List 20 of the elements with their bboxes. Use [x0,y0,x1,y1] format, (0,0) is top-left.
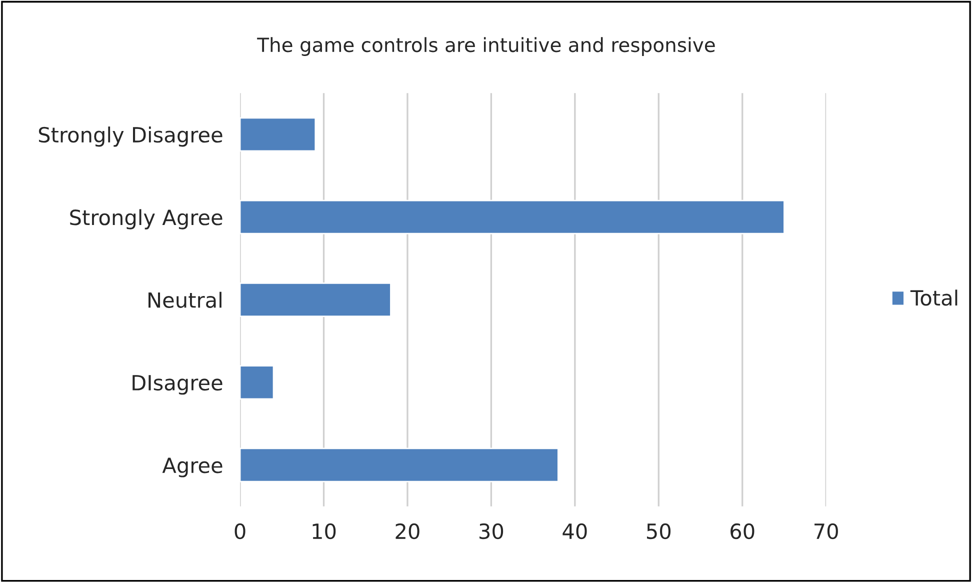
bar [240,365,274,400]
bar [240,200,785,234]
y-tick-label: DIsagree [132,375,222,395]
x-tick-label: 10 [312,523,336,540]
bar [240,282,392,317]
legend-label: Total [910,290,958,306]
y-tick-label: Strongly Disagree [38,126,222,147]
chart-title: The game controls are intuitive and responsive [257,37,715,56]
x-tick-label: 50 [646,523,671,540]
x-tick-label: 20 [396,523,420,540]
x-tick-label: 30 [480,523,504,540]
y-tick-label: Strongly Agree [70,209,222,230]
x-tick-label: 40 [562,523,587,540]
x-tick-label: 0 [234,523,246,540]
y-tick-label: Agree [162,458,222,478]
bar [240,448,559,482]
x-tick-label: 70 [814,523,838,540]
y-tick-label: Neutral [148,292,222,308]
x-tick-label: 60 [730,523,754,540]
bar [240,117,316,152]
